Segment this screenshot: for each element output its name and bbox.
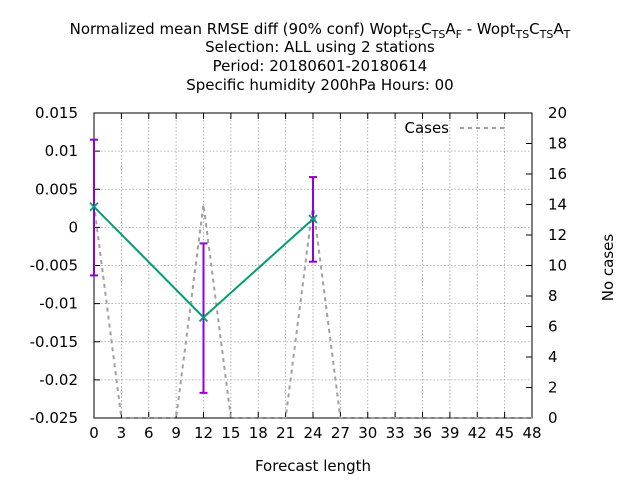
y-tick-label: -0.025 xyxy=(30,409,78,427)
y-tick-label: -0.01 xyxy=(39,295,78,313)
y-tick-label: -0.015 xyxy=(30,333,78,351)
grid xyxy=(94,113,532,418)
y-tick-label: -0.005 xyxy=(30,257,78,275)
legend-label: Cases xyxy=(404,119,449,137)
y2-tick-label: 14 xyxy=(548,196,567,214)
y2-tick-label: 18 xyxy=(548,135,567,153)
y-tick-label: 0 xyxy=(68,218,78,236)
title-line-3: Period: 20180601-20180614 xyxy=(213,57,428,75)
title-line-2: Selection: ALL using 2 stations xyxy=(205,38,435,56)
x-tick-label: 42 xyxy=(468,424,487,442)
x-tick-label: 0 xyxy=(89,424,99,442)
chart-title: Normalized mean RMSE diff (90% conf) Wop… xyxy=(70,20,571,94)
y2-tick-label: 20 xyxy=(548,104,567,122)
x-tick-label: 18 xyxy=(249,424,268,442)
x-axis-label: Forecast length xyxy=(255,457,371,475)
y2-tick-label: 6 xyxy=(548,318,558,336)
rmse-diff-series xyxy=(90,140,317,393)
x-tick-label: 21 xyxy=(276,424,295,442)
x-tick-label: 39 xyxy=(440,424,459,442)
legend: Cases xyxy=(404,119,506,137)
x-tick-label: 3 xyxy=(117,424,127,442)
x-tick-label: 24 xyxy=(303,424,322,442)
y-tick-label: 0.015 xyxy=(35,104,78,122)
title-line-4: Specific humidity 200hPa Hours: 00 xyxy=(186,76,453,94)
x-tick-label: 9 xyxy=(171,424,181,442)
y2-axis-label: No cases xyxy=(599,234,617,302)
x-tick-label: 12 xyxy=(194,424,213,442)
y-tick-label: 0.005 xyxy=(35,180,78,198)
y-tick-label: 0.01 xyxy=(45,142,78,160)
x-tick-label: 27 xyxy=(331,424,350,442)
y2-tick-label: 12 xyxy=(548,226,567,244)
x-tick-label: 45 xyxy=(495,424,514,442)
x-tick-label: 30 xyxy=(358,424,377,442)
x-tick-label: 48 xyxy=(522,424,541,442)
x-tick-label: 33 xyxy=(386,424,405,442)
y2-tick-label: 0 xyxy=(548,409,558,427)
y-tick-label: -0.02 xyxy=(39,371,78,389)
x-tick-label: 6 xyxy=(144,424,154,442)
y2-tick-label: 16 xyxy=(548,165,567,183)
y2-tick-label: 10 xyxy=(548,257,567,275)
y2-tick-label: 8 xyxy=(548,287,558,305)
y2-tick-label: 4 xyxy=(548,348,558,366)
x-tick-label: 36 xyxy=(413,424,432,442)
x-tick-label: 15 xyxy=(221,424,240,442)
y2-tick-label: 2 xyxy=(548,379,558,397)
